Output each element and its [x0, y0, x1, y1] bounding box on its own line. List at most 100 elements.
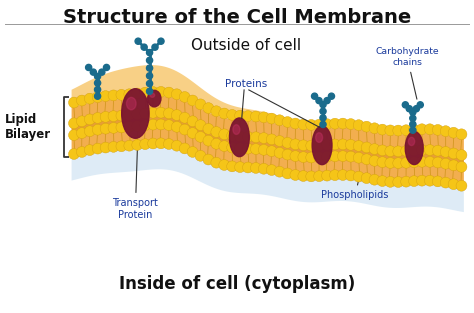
Circle shape [124, 140, 135, 151]
Circle shape [353, 152, 364, 163]
Circle shape [147, 119, 158, 130]
Circle shape [440, 146, 451, 157]
Circle shape [92, 112, 103, 123]
Circle shape [140, 108, 151, 119]
Circle shape [243, 110, 254, 121]
Circle shape [219, 108, 230, 119]
Circle shape [393, 158, 404, 169]
Circle shape [108, 122, 119, 133]
Circle shape [100, 111, 111, 122]
Circle shape [424, 156, 435, 167]
Circle shape [369, 123, 380, 134]
Circle shape [329, 118, 340, 129]
Circle shape [99, 69, 105, 75]
Circle shape [266, 134, 277, 145]
Circle shape [94, 93, 100, 99]
Circle shape [171, 110, 182, 121]
Circle shape [92, 143, 103, 154]
Circle shape [132, 109, 143, 120]
Text: Lipid
Bilayer: Lipid Bilayer [4, 113, 51, 141]
Text: Carbohydrate
chains: Carbohydrate chains [375, 47, 439, 99]
Circle shape [108, 141, 119, 152]
Circle shape [385, 177, 396, 187]
Circle shape [164, 139, 174, 149]
Circle shape [195, 150, 206, 161]
Circle shape [401, 146, 411, 156]
Circle shape [316, 98, 322, 104]
Circle shape [124, 121, 135, 132]
Circle shape [171, 89, 182, 100]
Circle shape [432, 125, 443, 135]
Circle shape [329, 170, 340, 181]
Circle shape [266, 146, 277, 156]
Circle shape [124, 110, 135, 121]
Circle shape [84, 145, 95, 156]
Circle shape [235, 143, 246, 154]
Circle shape [306, 140, 317, 151]
Circle shape [321, 140, 332, 150]
Circle shape [424, 175, 435, 186]
Circle shape [116, 141, 127, 152]
Circle shape [103, 64, 109, 70]
Circle shape [195, 99, 206, 110]
Ellipse shape [233, 125, 240, 134]
Circle shape [116, 110, 127, 121]
Circle shape [290, 118, 301, 129]
Circle shape [282, 116, 293, 127]
Circle shape [306, 152, 317, 163]
Circle shape [306, 120, 317, 130]
Circle shape [155, 138, 166, 149]
Circle shape [203, 135, 214, 146]
Circle shape [140, 139, 151, 150]
Circle shape [401, 176, 411, 187]
Circle shape [353, 141, 364, 151]
Circle shape [432, 157, 443, 168]
Circle shape [86, 64, 92, 70]
Circle shape [100, 91, 111, 101]
Circle shape [171, 121, 182, 132]
Circle shape [116, 122, 127, 133]
Circle shape [158, 38, 164, 44]
Circle shape [385, 146, 396, 156]
Circle shape [440, 158, 451, 169]
Ellipse shape [316, 133, 323, 142]
Circle shape [377, 157, 388, 167]
Circle shape [448, 160, 459, 171]
Circle shape [147, 107, 158, 118]
Circle shape [146, 88, 153, 95]
Circle shape [146, 49, 153, 56]
Circle shape [417, 175, 428, 186]
Circle shape [235, 162, 246, 172]
Text: Phospholipids: Phospholipids [321, 177, 389, 201]
Ellipse shape [409, 137, 415, 146]
Circle shape [266, 113, 277, 124]
Circle shape [195, 131, 206, 142]
Circle shape [108, 90, 119, 101]
Circle shape [90, 69, 96, 75]
Circle shape [179, 124, 190, 135]
Circle shape [369, 155, 380, 166]
Circle shape [179, 91, 190, 102]
Text: Transport
Protein: Transport Protein [112, 141, 158, 220]
Circle shape [346, 170, 356, 181]
Circle shape [179, 143, 190, 154]
Circle shape [456, 150, 467, 161]
Polygon shape [72, 96, 464, 184]
Circle shape [353, 171, 364, 182]
Circle shape [409, 176, 419, 187]
Circle shape [393, 146, 404, 157]
Circle shape [337, 151, 348, 162]
Circle shape [298, 119, 309, 130]
Ellipse shape [127, 97, 136, 110]
Circle shape [328, 93, 335, 99]
Circle shape [250, 144, 261, 155]
Circle shape [321, 170, 332, 181]
Ellipse shape [312, 126, 332, 165]
Circle shape [385, 125, 396, 136]
Polygon shape [72, 114, 464, 166]
Circle shape [164, 87, 174, 98]
Circle shape [152, 44, 158, 50]
Circle shape [227, 130, 237, 141]
Circle shape [440, 177, 451, 188]
Circle shape [393, 125, 404, 136]
